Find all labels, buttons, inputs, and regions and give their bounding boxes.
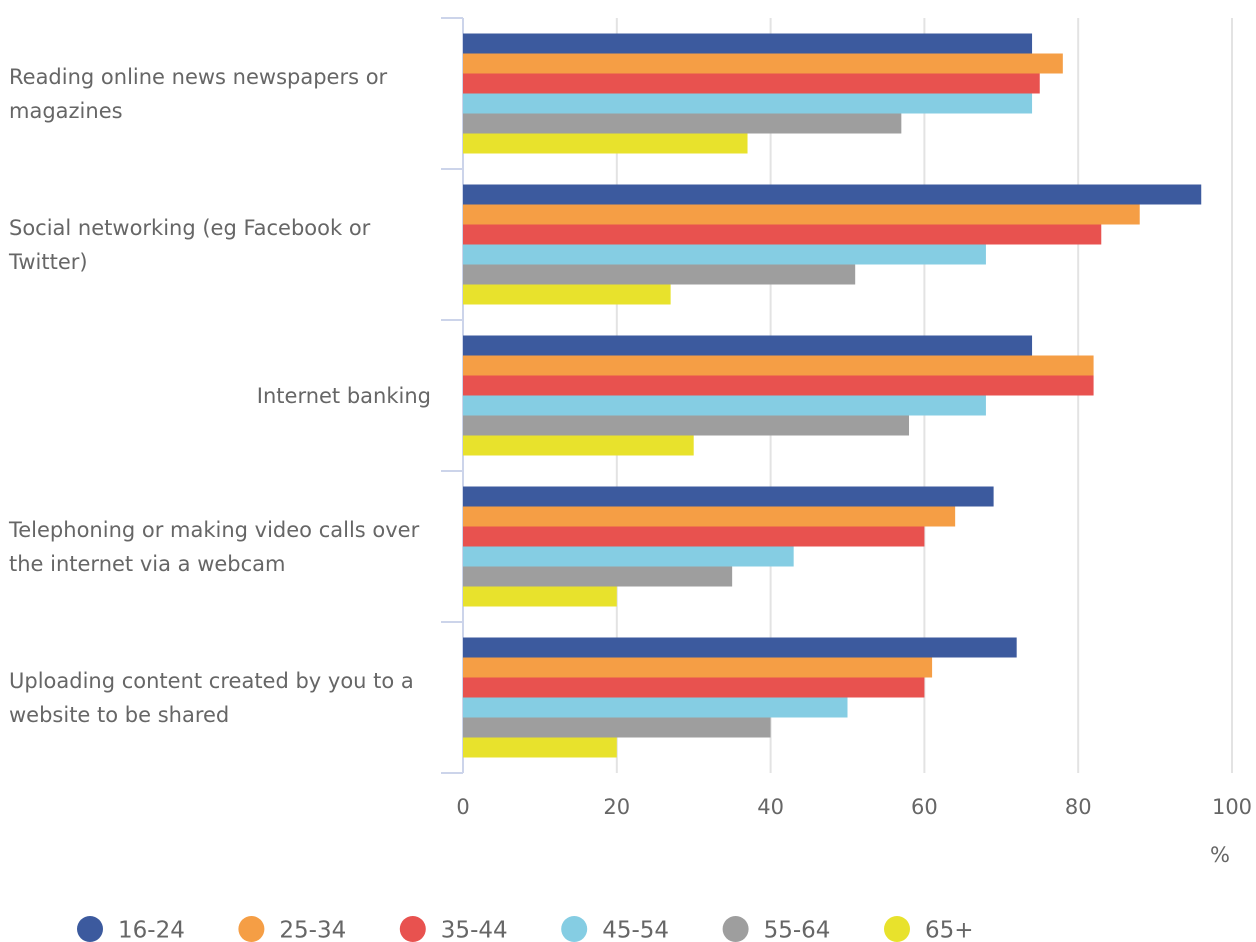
x-tick-label: 80 — [1065, 795, 1092, 819]
legend-marker — [399, 916, 426, 942]
bar — [463, 677, 925, 698]
bar — [463, 526, 925, 547]
bar — [463, 244, 986, 265]
bar — [463, 737, 617, 758]
bar — [463, 395, 986, 416]
bar — [463, 335, 1033, 356]
bar — [463, 33, 1033, 54]
legend-label: 25-34 — [279, 918, 346, 942]
bar — [463, 93, 1033, 114]
legend-label: 55-64 — [764, 918, 831, 942]
bar — [463, 586, 617, 607]
bar — [463, 717, 771, 738]
bar — [463, 224, 1102, 245]
bar — [463, 506, 956, 527]
y-tick-label: Reading online news newspapers or magazi… — [9, 64, 388, 123]
bar — [463, 113, 902, 134]
bar — [463, 697, 848, 718]
legend-label: 45-54 — [602, 918, 669, 942]
legend-label: 35-44 — [441, 918, 508, 942]
bar — [463, 637, 1017, 658]
bar — [463, 355, 1094, 376]
legend-marker — [884, 916, 910, 942]
y-tick-label-box: Telephoning or making video calls over t… — [9, 497, 431, 597]
legend-label: 65+ — [925, 918, 974, 942]
legend-label: 16-24 — [118, 918, 185, 942]
x-tick-label: 40 — [757, 795, 784, 819]
bar — [463, 415, 910, 436]
legend-marker — [722, 916, 749, 942]
y-tick-label-box: Social networking (eg Facebook or Twitte… — [9, 195, 431, 295]
bar — [463, 184, 1202, 205]
bar — [463, 133, 748, 154]
bar — [463, 657, 933, 678]
bar — [463, 486, 994, 507]
y-tick-label: Social networking (eg Facebook or Twitte… — [9, 215, 371, 274]
legend-marker — [238, 916, 265, 942]
bar — [463, 204, 1140, 225]
bar — [463, 264, 856, 285]
x-tick-label: 100 — [1212, 795, 1252, 819]
y-tick-label-box: Uploading content created by you to a we… — [9, 648, 431, 748]
y-tick-label-box: Internet banking — [9, 346, 431, 446]
legend-marker — [77, 916, 103, 942]
legend-marker — [561, 916, 588, 942]
x-tick-label: 0 — [456, 795, 469, 819]
bar — [463, 375, 1094, 396]
y-tick-label: Telephoning or making video calls over t… — [9, 517, 420, 576]
bar — [463, 53, 1063, 74]
x-axis-label: % — [1210, 843, 1230, 867]
y-tick-label: Uploading content created by you to a we… — [9, 668, 414, 727]
bar — [463, 546, 794, 567]
y-tick-label-box: Reading online news newspapers or magazi… — [9, 44, 431, 144]
bar — [463, 435, 694, 456]
y-tick-label: Internet banking — [256, 383, 431, 408]
bar — [463, 284, 671, 305]
x-tick-label: 60 — [911, 795, 938, 819]
x-tick-label: 20 — [603, 795, 630, 819]
bar — [463, 566, 733, 587]
bar — [463, 73, 1040, 94]
